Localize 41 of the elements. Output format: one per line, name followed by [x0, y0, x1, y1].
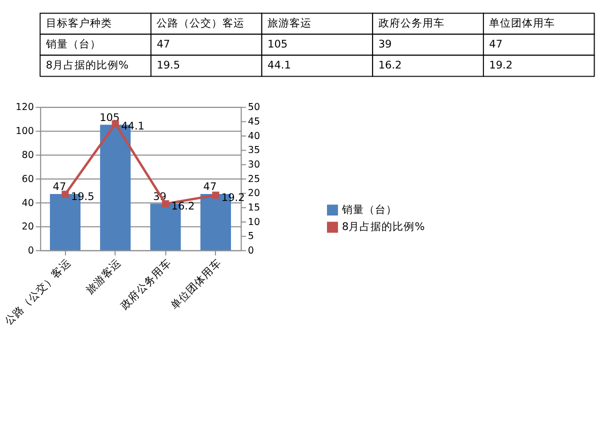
y2-tick-label: 0 [248, 246, 254, 257]
category-label: 政府公务用车 [378, 18, 444, 30]
y2-tick-label: 25 [248, 174, 260, 185]
y-tick-label: 0 [28, 246, 34, 257]
y-tick-label: 120 [16, 102, 34, 114]
category-label: 单位团体用车 [489, 18, 556, 30]
text: 44.1 [268, 60, 291, 72]
y2-tick-label: 45 [248, 116, 260, 128]
y2-tick-label: 15 [248, 202, 260, 214]
text: 47 [489, 38, 503, 51]
legend-label: 销量（台） [341, 202, 398, 216]
text: 47 [156, 38, 170, 51]
text: 销量（台） [46, 38, 101, 51]
text: 16.2 [378, 60, 402, 72]
y2-tick-label: 50 [248, 102, 260, 114]
y-tick-label: 40 [22, 198, 34, 209]
y2-tick-label: 40 [248, 130, 260, 142]
y-tick-label: 100 [16, 126, 34, 138]
text: 19.2 [489, 60, 513, 72]
data-label: 105 [100, 112, 120, 124]
y2-tick-label: 5 [248, 231, 254, 242]
y2-tick-label: 30 [248, 160, 260, 171]
y-tick-label: 20 [22, 222, 34, 233]
y2-tick-label: 20 [248, 188, 260, 200]
x-tick-label: 旅游客运 [83, 256, 124, 297]
text: 目标客户种类 [46, 16, 112, 30]
category-label: 旅游客运 [268, 18, 312, 30]
y-tick-label: 60 [22, 174, 34, 185]
data-label: 47 [52, 181, 66, 194]
text: 19.5 [156, 60, 180, 72]
data-label: 44.1 [121, 120, 144, 133]
legend-label: 8月占据的比例% [342, 220, 425, 234]
text: 105 [268, 38, 288, 51]
data-label: 47 [203, 181, 217, 194]
y2-tick-label: 10 [248, 216, 260, 228]
text: 39 [378, 38, 392, 51]
x-tick-label: 公路（公交）客运 [2, 256, 74, 328]
category-label: 公路（公交）客运 [156, 18, 245, 30]
y-tick-label: 80 [22, 150, 34, 161]
y2-tick-label: 35 [248, 145, 260, 156]
text: 8月占据的比例% [46, 60, 129, 72]
